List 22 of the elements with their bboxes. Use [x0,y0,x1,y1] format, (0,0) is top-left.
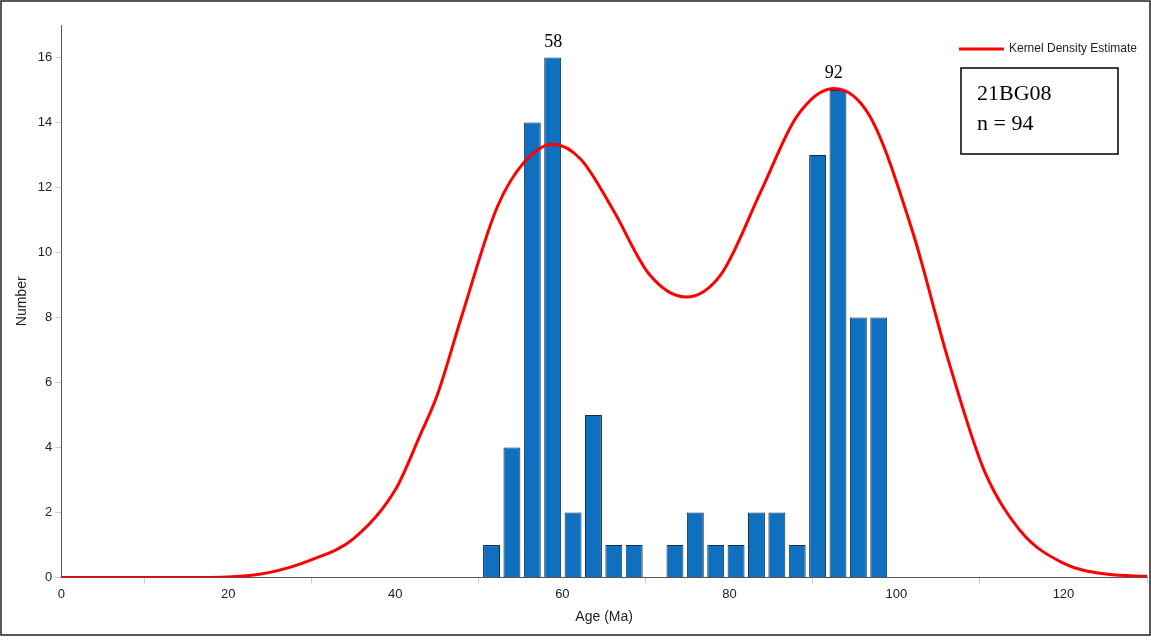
y-tick-label: 6 [45,374,53,390]
y-tick-label: 4 [45,439,53,455]
x-tick-label: 40 [388,585,403,601]
x-tick-label: 120 [1052,585,1075,601]
x-axis-title: Age (Ma) [575,608,633,625]
x-tick-label: 0 [57,585,65,601]
y-tick-label: 16 [37,49,53,65]
y-axis-title: Number [13,276,30,327]
annotation: 92 [824,62,843,83]
x-tick-label: 80 [722,585,737,601]
x-tick-label: 100 [885,585,908,601]
y-tick-label: 10 [37,244,53,260]
y-tick-label: 0 [45,569,53,585]
y-tick-label: 12 [37,179,53,195]
annotation: 58 [544,31,563,52]
annotation: 21BG08 n = 94 [977,80,1052,135]
y-tick-label: 14 [37,114,53,130]
legend-label: Kernel Density Estimate [1008,41,1138,56]
x-tick-label: 60 [555,585,570,601]
y-tick-label: 2 [45,504,53,520]
y-tick-label: 8 [45,309,53,325]
x-tick-label: 20 [221,585,236,601]
